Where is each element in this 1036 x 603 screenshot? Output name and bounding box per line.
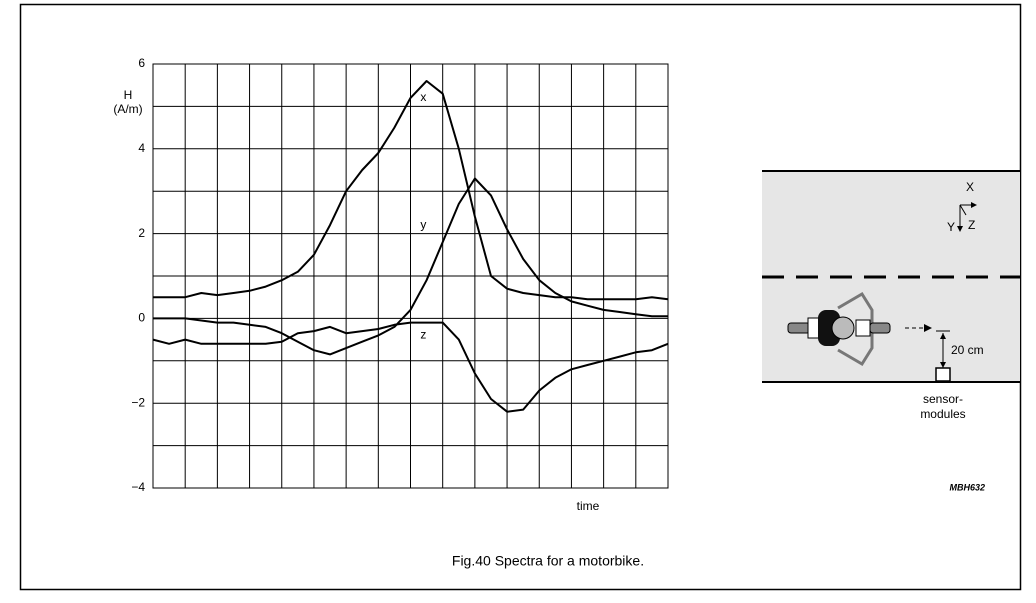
axis-arrow <box>959 204 967 216</box>
arrowhead <box>957 226 963 232</box>
front-wheel <box>869 322 891 334</box>
series-line <box>152 321 669 413</box>
axis-label: Y <box>947 220 955 234</box>
y-tick-label: −2 <box>131 395 145 409</box>
series-label: x <box>420 90 426 104</box>
series-label: y <box>420 217 426 231</box>
rear-wheel <box>787 322 811 334</box>
axis-label: Z <box>968 218 975 232</box>
arrowhead <box>924 324 932 332</box>
sensor-label: sensor- <box>923 392 963 406</box>
y-tick-label: 2 <box>138 226 145 240</box>
arrowhead <box>940 362 946 368</box>
tank <box>855 319 871 337</box>
distance-label: 20 cm <box>951 343 984 357</box>
caption: Fig.40 Spectra for a motorbike. <box>452 553 644 569</box>
motorbike <box>787 291 891 367</box>
series-line <box>153 80 669 301</box>
y-tick-label: 6 <box>138 56 145 70</box>
y-axis-label: (A/m) <box>113 102 142 116</box>
helmet <box>831 316 855 340</box>
y-axis-label: H <box>124 88 133 102</box>
series-label: z <box>420 328 426 342</box>
series-line <box>153 177 668 356</box>
y-tick-label: 0 <box>138 311 145 325</box>
x-axis-label: time <box>577 499 600 513</box>
chart: −4 −2 0 2 4 6 x y z <box>131 56 669 494</box>
y-tick-label: −4 <box>131 480 145 494</box>
plot-border <box>152 63 669 489</box>
arrowhead <box>940 333 946 339</box>
sensor-label: modules <box>920 407 965 421</box>
figure-code: MBH632 <box>949 482 985 492</box>
arrowhead <box>971 202 977 208</box>
sensor <box>935 367 951 382</box>
axis-label: X <box>966 180 974 194</box>
y-tick-label: 4 <box>138 141 145 155</box>
road-diagram: X Y Z 20 cm sensor- modules <box>762 170 1020 421</box>
rider <box>818 310 840 346</box>
